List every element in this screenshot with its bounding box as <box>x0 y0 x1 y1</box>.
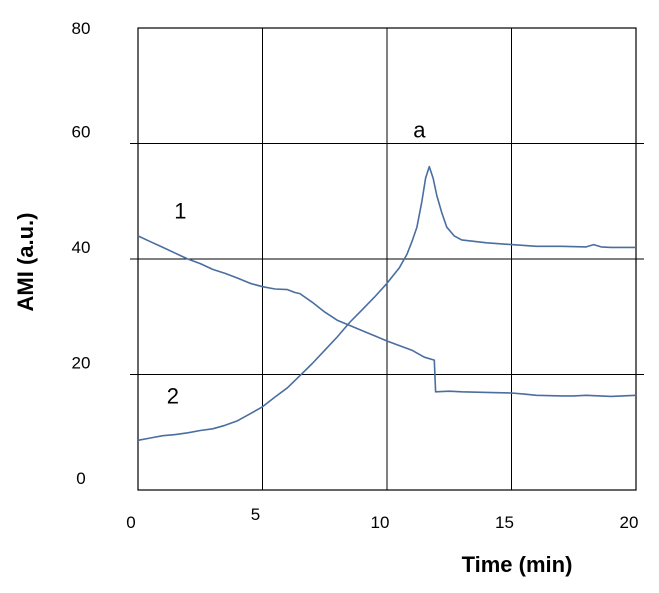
y-tick-label: 20 <box>72 354 91 373</box>
y-tick-label: 60 <box>72 123 91 142</box>
series-line-1 <box>137 235 637 398</box>
annotation-label: a <box>413 118 426 143</box>
x-tick-label: 0 <box>126 513 135 532</box>
x-axis-title: Time (min) <box>462 552 573 577</box>
plot-frame <box>137 27 637 491</box>
annotation-label: 1 <box>174 199 186 224</box>
series-line-2 <box>137 165 636 442</box>
x-tick-label: 10 <box>371 513 390 532</box>
annotation-label: 2 <box>167 383 179 408</box>
annotations: a 1 2 <box>167 118 427 409</box>
y-tick-label: 0 <box>76 469 85 488</box>
x-tick-label: 5 <box>251 505 260 524</box>
x-tick-labels: 0 5 10 15 20 <box>126 505 638 532</box>
y-tick-labels: 0 20 40 60 80 <box>72 19 91 488</box>
grid-lines <box>130 28 644 490</box>
series-layer <box>137 165 637 442</box>
x-tick-label: 15 <box>495 513 514 532</box>
x-tick-label: 20 <box>620 513 639 532</box>
y-tick-label: 40 <box>72 238 91 257</box>
y-tick-label: 80 <box>72 19 91 38</box>
y-axis-title: AMI (a.u.) <box>13 213 38 312</box>
